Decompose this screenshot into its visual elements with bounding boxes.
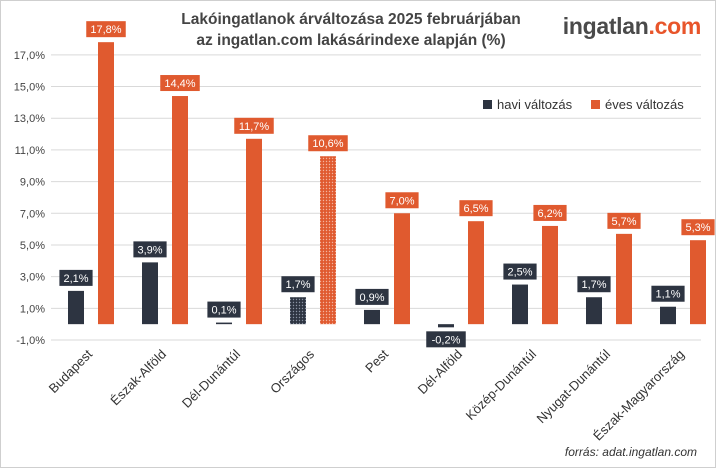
bar-havi bbox=[438, 324, 454, 328]
data-label: 6,2% bbox=[537, 208, 562, 220]
data-label-box bbox=[503, 263, 537, 280]
bar-eves bbox=[98, 42, 114, 325]
data-label: 7,0% bbox=[389, 195, 414, 207]
bar-havi bbox=[68, 290, 84, 325]
data-label: 0,1% bbox=[211, 305, 236, 317]
data-label: 5,7% bbox=[611, 216, 636, 228]
data-label-box bbox=[651, 285, 685, 302]
data-label: 1,7% bbox=[285, 279, 310, 291]
data-label-box bbox=[459, 200, 493, 217]
data-label: 2,5% bbox=[507, 267, 532, 279]
ingatlan-logo: ingatlan.com bbox=[562, 13, 702, 40]
bar-eves bbox=[616, 233, 632, 325]
data-label: 14,4% bbox=[164, 78, 195, 90]
bar-eves bbox=[394, 213, 410, 325]
data-label-box bbox=[160, 75, 200, 92]
data-label-box bbox=[577, 276, 611, 293]
data-label-box bbox=[59, 269, 93, 286]
data-label: 1,1% bbox=[655, 289, 680, 301]
bar-eves bbox=[246, 138, 262, 325]
data-label: 2,1% bbox=[63, 273, 88, 285]
chart-title-line-1: Lakóingatlanok árváltozása 2025 februárj… bbox=[181, 11, 521, 28]
data-label-box bbox=[308, 135, 348, 152]
data-label: 17,8% bbox=[90, 24, 121, 36]
data-label: 5,3% bbox=[685, 222, 710, 234]
source-note: forrás: adat.ingatlan.com bbox=[564, 445, 697, 459]
bar-eves bbox=[690, 240, 706, 325]
category-label: Közép-Dunántúl bbox=[463, 346, 540, 423]
data-label: 1,7% bbox=[581, 279, 606, 291]
data-label-box bbox=[426, 331, 466, 348]
data-label-box bbox=[281, 276, 315, 293]
bar-havi bbox=[364, 309, 380, 325]
y-tick-label: 13,0% bbox=[14, 113, 45, 125]
category-label: Észak-Alföld bbox=[107, 347, 169, 409]
y-tick-label: 9,0% bbox=[20, 177, 45, 189]
data-label-box bbox=[607, 212, 641, 229]
legend-label-eves: éves változás bbox=[605, 97, 684, 112]
data-label-box bbox=[234, 117, 274, 134]
data-label: 0,9% bbox=[359, 292, 384, 304]
legend: havi változás éves változás bbox=[483, 97, 684, 112]
logo-part-1: ingatlan bbox=[562, 13, 649, 39]
category-label: Dél-Alföld bbox=[415, 347, 465, 397]
bar-havi bbox=[142, 262, 158, 325]
bar-havi bbox=[512, 284, 528, 325]
data-labels: 2,1% 17,8% 3,9% 14,4% 0,1% 11,7% 1,7% 10,6% 0,9%… bbox=[59, 21, 715, 348]
bar-havi bbox=[660, 306, 676, 325]
category-label: Pest bbox=[362, 346, 391, 375]
chart-title-line-2: az ingatlan.com lakásárindexe alapján (%… bbox=[196, 32, 506, 49]
y-tick-label: 7,0% bbox=[20, 208, 45, 220]
y-tick-label: 11,0% bbox=[15, 145, 46, 157]
category-label: Dél-Dunántúl bbox=[179, 346, 243, 410]
data-label: -0,2% bbox=[432, 334, 461, 346]
category-label: Nyugat-Dunántúl bbox=[534, 346, 614, 426]
y-tick-label: 3,0% bbox=[20, 272, 45, 284]
bar-havi bbox=[290, 297, 306, 325]
chart-title: Lakóingatlanok árváltozása 2025 februárj… bbox=[151, 9, 551, 51]
legend-swatch-eves bbox=[591, 100, 600, 109]
data-label-box bbox=[681, 219, 715, 236]
data-label-box bbox=[207, 301, 241, 318]
data-label-box bbox=[355, 288, 389, 305]
data-label: 3,9% bbox=[137, 244, 162, 256]
data-label: 10,6% bbox=[312, 138, 343, 150]
data-label-box bbox=[385, 192, 419, 209]
bar-eves bbox=[468, 221, 484, 325]
bar-havi bbox=[216, 322, 232, 325]
y-tick-label: -1,0% bbox=[16, 335, 45, 347]
bar-eves bbox=[320, 156, 336, 325]
data-label-box bbox=[86, 21, 126, 38]
legend-label-havi: havi változás bbox=[497, 97, 573, 112]
data-label: 11,7% bbox=[239, 121, 270, 133]
bar-eves bbox=[172, 96, 188, 325]
data-label: 6,5% bbox=[463, 203, 488, 215]
legend-swatch-havi bbox=[483, 100, 492, 109]
logo-part-2: .com bbox=[648, 13, 702, 39]
bar-havi bbox=[586, 297, 602, 325]
y-tick-label: 1,0% bbox=[20, 303, 45, 315]
data-label-box bbox=[533, 204, 567, 221]
y-tick-label: 5,0% bbox=[20, 240, 45, 252]
y-tick-label: 15,0% bbox=[14, 82, 45, 94]
category-label: Országos bbox=[267, 346, 317, 396]
category-label: Budapest bbox=[46, 346, 96, 396]
y-tick-label: 17,0% bbox=[14, 50, 45, 62]
bar-eves bbox=[542, 225, 558, 325]
data-label-box bbox=[133, 241, 167, 258]
